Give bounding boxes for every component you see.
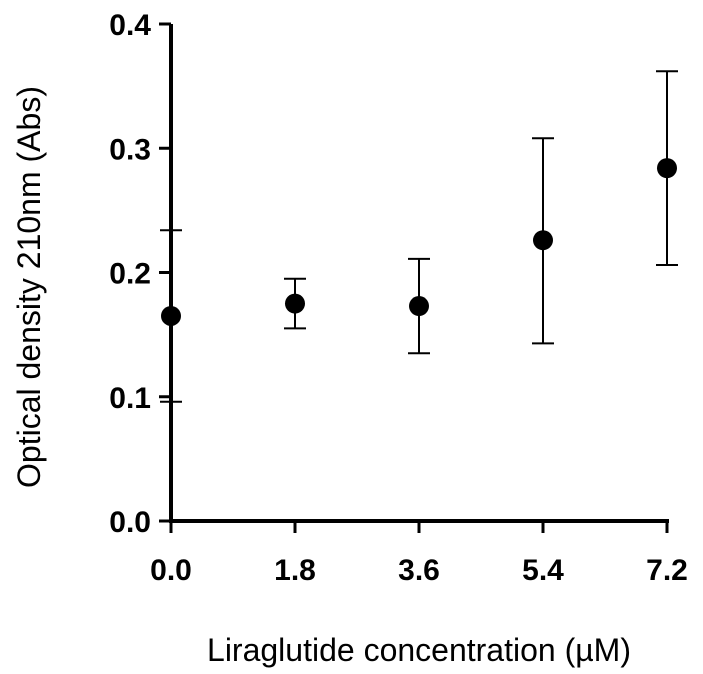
- x-tick-label: 7.2: [646, 554, 688, 587]
- x-tick-label: 0.0: [150, 554, 192, 587]
- y-tick-label: 0.1: [109, 382, 151, 415]
- y-tick-label: 0.2: [109, 258, 151, 291]
- y-tick-label: 0.0: [109, 506, 151, 539]
- plot-area: 0.0 0.1 0.2 0.3 0.4 0.0 1.8 3.6 5.4 7.2: [109, 9, 688, 587]
- x-tick-label: 5.4: [522, 554, 564, 587]
- data-point: [161, 305, 181, 326]
- x-axis-title: Liraglutide concentration (µM): [207, 632, 631, 668]
- x-tick-label: 3.6: [398, 554, 440, 587]
- data-series: [160, 70, 678, 403]
- y-tick-label: 0.3: [109, 133, 151, 166]
- x-tick-label: 1.8: [274, 554, 316, 587]
- data-point: [533, 230, 553, 251]
- y-tick-label: 0.4: [109, 9, 151, 42]
- data-point: [657, 158, 677, 179]
- y-axis-title: Optical density 210nm (Abs): [11, 86, 47, 488]
- data-point: [285, 293, 305, 314]
- data-point: [409, 296, 429, 317]
